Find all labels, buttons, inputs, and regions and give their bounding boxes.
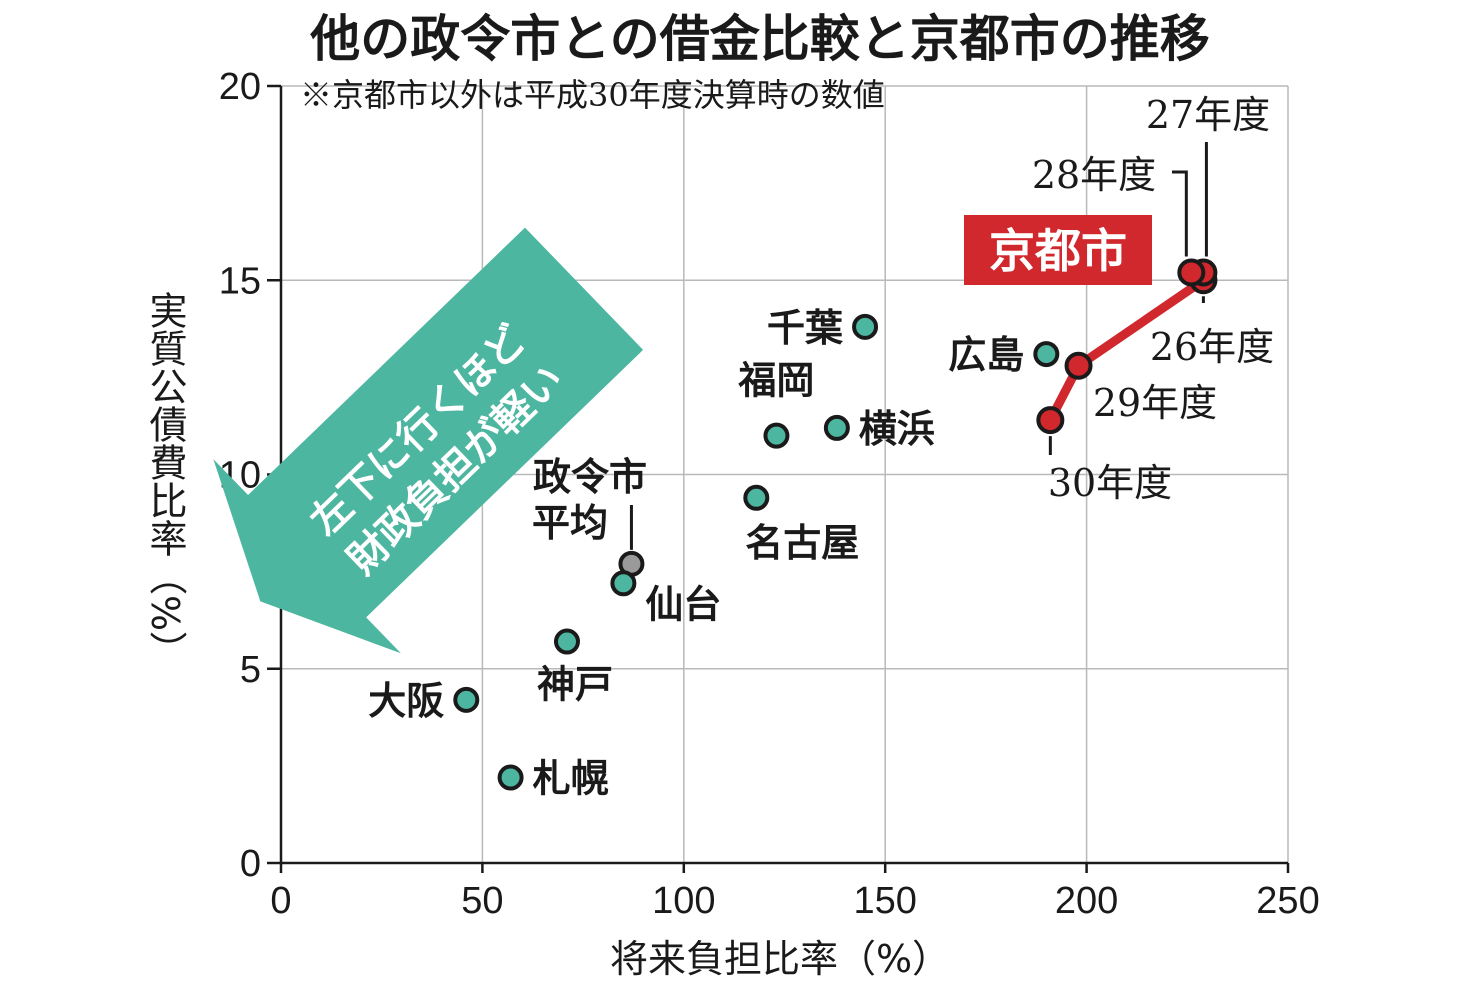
kyoto-leader-line bbox=[1172, 170, 1188, 257]
city-point bbox=[852, 313, 879, 340]
y-tick-label: 20 bbox=[219, 66, 261, 108]
arrow-polygon bbox=[213, 227, 644, 654]
city-point bbox=[453, 686, 480, 713]
x-axis-label: 将来負担比率（%） bbox=[610, 937, 950, 981]
city-label: 千葉 bbox=[767, 306, 844, 350]
kyoto-series bbox=[1036, 258, 1218, 435]
city-point bbox=[823, 414, 850, 441]
city-label: 札幌 bbox=[533, 757, 609, 801]
city-point bbox=[497, 764, 524, 791]
city-label: 神戸 bbox=[537, 663, 613, 707]
kyoto-badge bbox=[964, 215, 1152, 285]
average-label: 政令市平均 bbox=[532, 455, 647, 545]
arrow-shape bbox=[213, 227, 644, 654]
city-point bbox=[610, 570, 637, 597]
city-point bbox=[743, 484, 770, 511]
x-tick-label: 0 bbox=[270, 880, 291, 922]
x-tick-label: 150 bbox=[853, 880, 916, 922]
x-tick-label: 200 bbox=[1055, 880, 1118, 922]
city-label: 広島 bbox=[948, 333, 1024, 377]
y-tick-label: 5 bbox=[240, 649, 261, 691]
x-tick-label: 50 bbox=[461, 880, 503, 922]
kyoto-point bbox=[1177, 258, 1206, 287]
city-points bbox=[453, 313, 1060, 791]
chart-subtitle: ※京都市以外は平成30年度決算時の数値 bbox=[300, 76, 885, 114]
city-point bbox=[553, 628, 580, 655]
y-axis-label: 実質公債費比率（%） bbox=[143, 291, 187, 669]
kyoto-point bbox=[1064, 351, 1093, 380]
y-tick-label: 15 bbox=[219, 260, 261, 302]
city-label: 大阪 bbox=[368, 679, 444, 723]
city-label: 名古屋 bbox=[745, 521, 859, 565]
kyoto-year-label: 28年度 bbox=[1032, 153, 1156, 197]
city-label: 仙台 bbox=[645, 582, 721, 626]
kyoto-year-label: 26年度 bbox=[1150, 325, 1274, 369]
kyoto-year-label: 27年度 bbox=[1146, 93, 1270, 137]
kyoto-year-label: 30年度 bbox=[1048, 461, 1172, 505]
x-tick-label: 250 bbox=[1256, 880, 1319, 922]
city-point bbox=[763, 422, 790, 449]
city-label: 福岡 bbox=[737, 359, 814, 403]
city-label: 横浜 bbox=[859, 407, 935, 451]
y-tick-label: 0 bbox=[240, 843, 261, 885]
city-point bbox=[1033, 341, 1060, 368]
chart-title: 他の政令市との借金比較と京都市の推移 bbox=[309, 10, 1210, 68]
kyoto-year-label: 29年度 bbox=[1093, 381, 1217, 425]
kyoto-point bbox=[1036, 406, 1065, 435]
kyoto-name-label: 京都市 bbox=[989, 224, 1127, 278]
x-tick-label: 100 bbox=[652, 880, 715, 922]
